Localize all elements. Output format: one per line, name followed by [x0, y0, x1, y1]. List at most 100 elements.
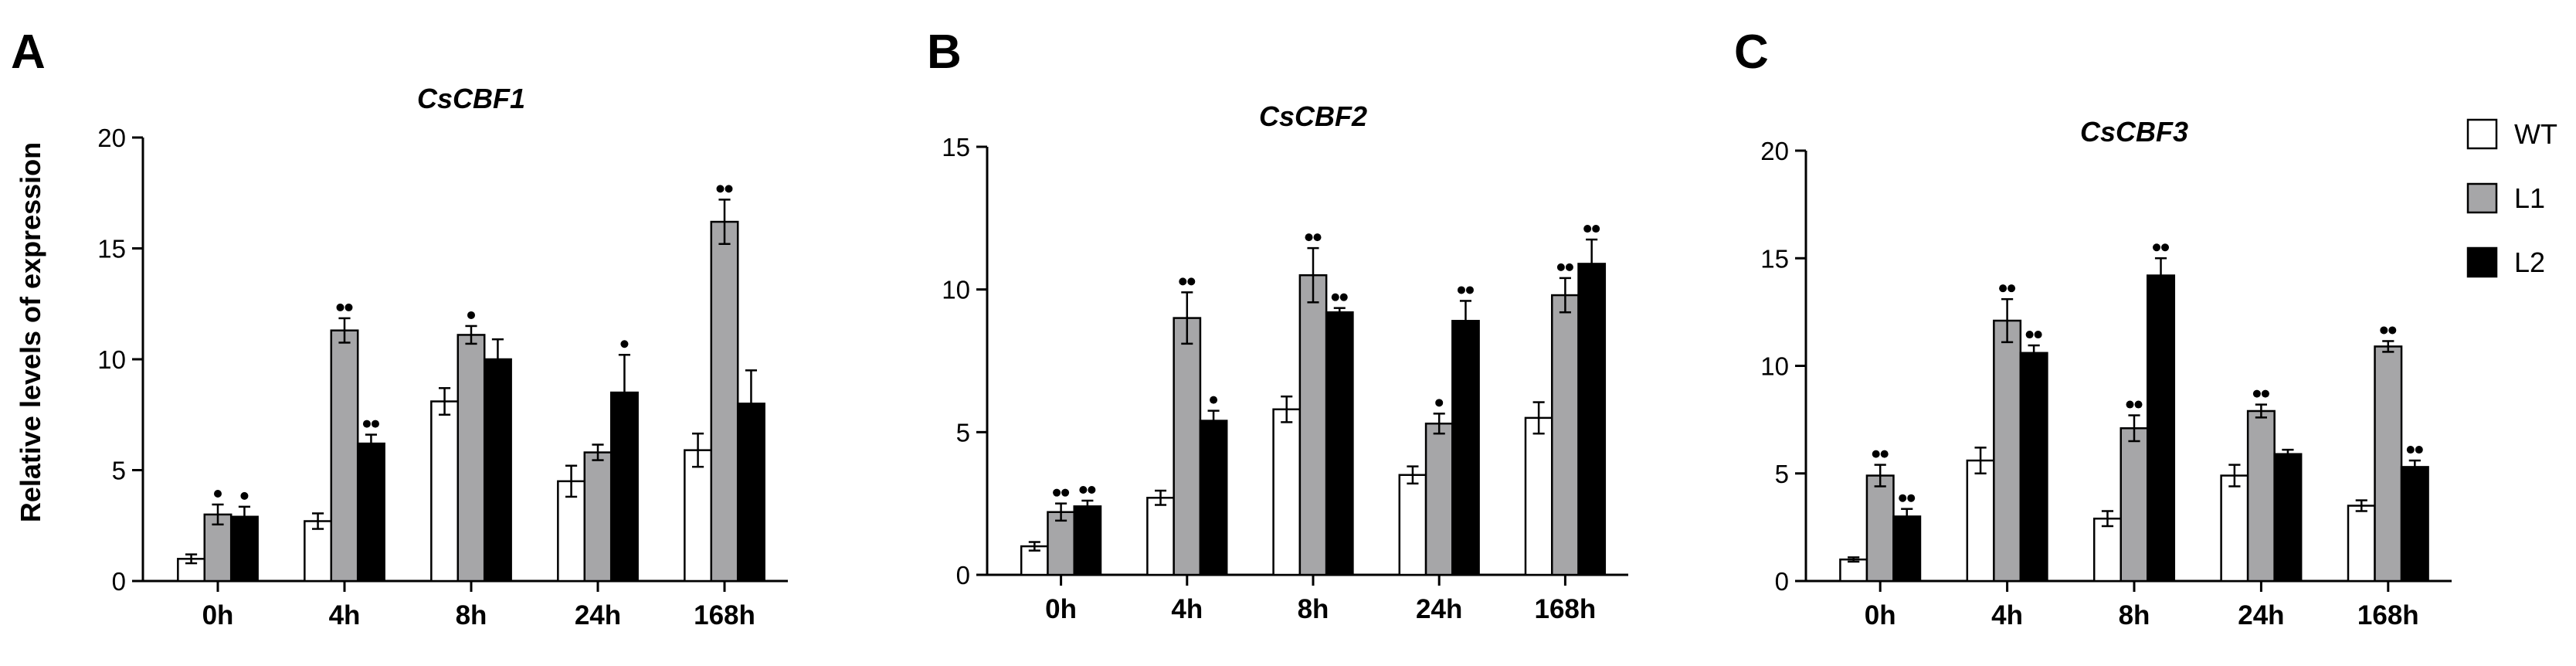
panel-letter: B — [927, 25, 962, 79]
significance-dot — [1872, 450, 1880, 458]
significance-dot — [2415, 446, 2423, 454]
bar-l2-0h — [1892, 515, 1922, 583]
chart-title: CsCBF1 — [417, 83, 525, 114]
bar-l1-168h — [710, 220, 739, 583]
significance-dot — [1079, 485, 1088, 494]
significance-dot — [725, 185, 733, 193]
bar-l2-4h — [2019, 352, 2048, 583]
x-tick-label: 8h — [1298, 594, 1329, 624]
significance-dot — [344, 303, 353, 311]
bar-l2-0h — [1073, 505, 1102, 576]
significance-dot — [2153, 243, 2161, 252]
bar-l1-0h — [1865, 474, 1895, 583]
y-axis-label: Relative levels of expression — [15, 142, 46, 522]
bar-l1-4h — [1173, 317, 1202, 576]
bar-l1-168h — [2374, 345, 2403, 583]
bar-l2-0h — [229, 515, 259, 583]
x-tick-label: 168h — [2357, 600, 2419, 630]
significance-dot — [2261, 389, 2269, 398]
bar-l2-24h — [2273, 453, 2303, 583]
legend: WT L1 L2 — [2466, 118, 2557, 278]
significance-dot — [1331, 293, 1339, 301]
significance-dot — [1179, 277, 1187, 286]
significance-dot — [1053, 488, 1061, 497]
x-tick-label: 168h — [1535, 594, 1597, 624]
bar-l2-8h — [483, 358, 512, 583]
significance-dot — [1435, 399, 1444, 407]
bar-l2-8h — [1325, 311, 1354, 576]
significance-dot — [2008, 284, 2016, 293]
significance-dot — [716, 185, 725, 193]
bar-wt-4h — [1966, 459, 1995, 583]
y-tick-label: 0 — [112, 567, 126, 596]
y-tick-label: 5 — [956, 418, 970, 447]
bar-l1-8h — [456, 334, 486, 583]
bar-l1-24h — [2246, 409, 2276, 583]
x-tick-label: 4h — [1171, 594, 1203, 624]
significance-dot — [2161, 243, 2170, 252]
bar-l2-168h — [2400, 466, 2429, 583]
chart-title: CsCBF2 — [1259, 100, 1367, 132]
y-tick-label: 5 — [1775, 460, 1789, 488]
legend-swatch-l1 — [2466, 182, 2498, 214]
significance-dot — [371, 420, 379, 428]
significance-dot — [2380, 326, 2388, 335]
bar-l2-8h — [2147, 274, 2176, 583]
chart-panel-b: B CsCBF2 0 5 10 15 0h 4h 8h 24h 168h — [927, 25, 1628, 624]
bar-l1-8h — [2120, 427, 2149, 583]
significance-dot — [336, 303, 344, 311]
significance-dot — [1313, 233, 1322, 242]
y-tick-label: 20 — [97, 124, 126, 152]
x-tick-label: 0h — [1865, 600, 1896, 630]
bar-wt-24h — [1398, 474, 1427, 576]
x-tick-label: 0h — [1045, 594, 1077, 624]
y-tick-label: 10 — [1760, 352, 1789, 381]
significance-dot — [1880, 450, 1889, 458]
significance-dot — [2025, 331, 2034, 339]
significance-dot — [1999, 284, 2008, 293]
significance-dot — [1305, 233, 1313, 242]
y-tick-label: 15 — [97, 235, 126, 263]
y-tick-label: 15 — [1760, 244, 1789, 273]
significance-dot — [362, 420, 371, 428]
bar-l2-4h — [356, 442, 385, 583]
y-tick-label: 10 — [97, 345, 126, 374]
chart-panel-c: C CsCBF3 0 5 10 15 20 0h 4h 8h 24h 168h — [1734, 25, 2452, 630]
x-tick-label: 24h — [1416, 594, 1462, 624]
x-tick-label: 24h — [575, 600, 621, 630]
x-tick-label: 4h — [1991, 600, 2023, 630]
bar-wt-168h — [684, 449, 713, 583]
significance-dot — [1899, 494, 1907, 502]
y-tick-label: 0 — [956, 561, 970, 590]
bar-wt-24h — [557, 480, 586, 583]
significance-dot — [214, 489, 222, 498]
significance-dot — [1210, 396, 1218, 404]
significance-dot — [1061, 488, 1070, 497]
significance-dot — [2034, 331, 2042, 339]
x-tick-label: 168h — [694, 600, 755, 630]
bar-wt-4h — [1146, 497, 1175, 576]
x-tick-label: 8h — [456, 600, 487, 630]
significance-dot — [240, 491, 249, 500]
bar-wt-8h — [2092, 517, 2122, 583]
legend-swatch-l2 — [2466, 246, 2498, 278]
significance-dot — [1592, 225, 1600, 233]
y-tick-label: 15 — [942, 133, 970, 161]
significance-dot — [1088, 485, 1096, 494]
bar-l1-4h — [1993, 319, 2022, 583]
bar-l2-168h — [1577, 263, 1607, 576]
bar-wt-8h — [430, 400, 460, 583]
significance-dot — [2134, 400, 2143, 409]
panel-letter: C — [1734, 25, 1769, 79]
significance-dot — [1565, 263, 1573, 271]
x-tick-label: 0h — [202, 600, 234, 630]
significance-dot — [620, 340, 629, 348]
bar-wt-4h — [304, 520, 333, 583]
legend-label-l2: L2 — [2514, 246, 2545, 278]
bar-l1-168h — [1551, 294, 1580, 576]
y-tick-label: 10 — [942, 276, 970, 304]
chart-panels: A CsCBF1 0 5 10 15 20 0h 4h 8h 24h 168h B CsCBF2 0 5 10 1… — [11, 25, 2452, 630]
bar-l2-4h — [1199, 420, 1228, 576]
bar-l1-8h — [1298, 274, 1328, 576]
